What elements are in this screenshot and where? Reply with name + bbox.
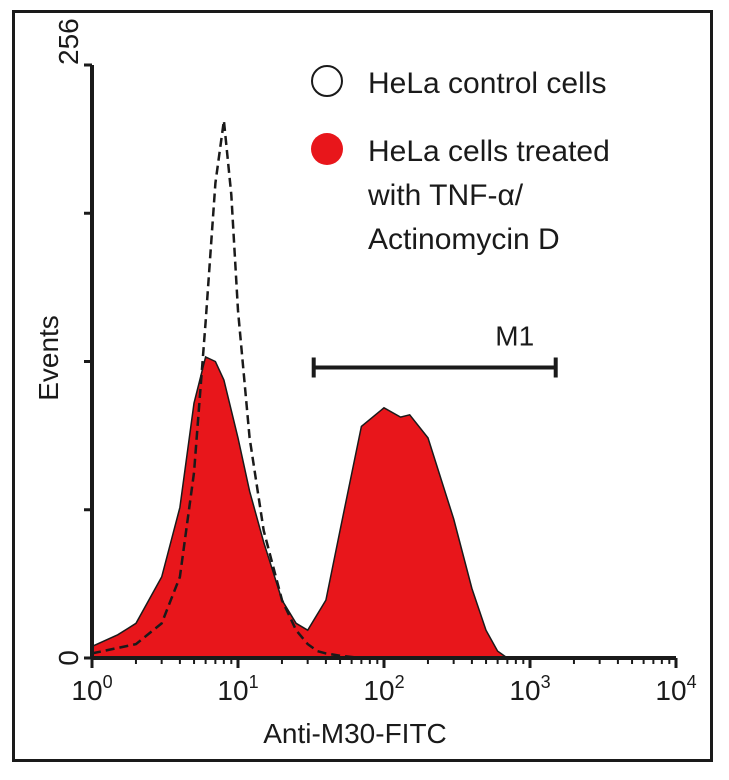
- x-tick-label: 102: [363, 672, 404, 706]
- series-treated-area: [91, 355, 510, 659]
- legend: HeLa control cells HeLa cells treated wi…: [311, 65, 610, 256]
- x-tick-label: 101: [217, 672, 258, 706]
- legend-label-treated-line2: with TNF-α/: [367, 179, 524, 212]
- y-tick-label: 256: [53, 18, 84, 65]
- legend-marker-control: [311, 65, 343, 97]
- legend-label-treated-line3: Actinomycin D: [368, 223, 560, 256]
- y-tick-label: 0: [53, 650, 84, 666]
- gate-m1-label: M1: [495, 321, 534, 352]
- x-tick-label: 103: [509, 672, 550, 706]
- x-tick-label: 104: [655, 672, 696, 706]
- legend-marker-treated: [311, 133, 343, 165]
- legend-label-treated-line1: HeLa cells treated: [368, 135, 610, 168]
- x-tick-label: 100: [71, 672, 112, 706]
- gate-m1: M1: [311, 321, 558, 378]
- x-axis-title: Anti-M30-FITC: [263, 718, 447, 749]
- legend-label-control: HeLa control cells: [368, 67, 606, 100]
- y-axis-title: Events: [33, 315, 64, 401]
- axes: 0 256 100 101 102 103 104: [53, 18, 697, 706]
